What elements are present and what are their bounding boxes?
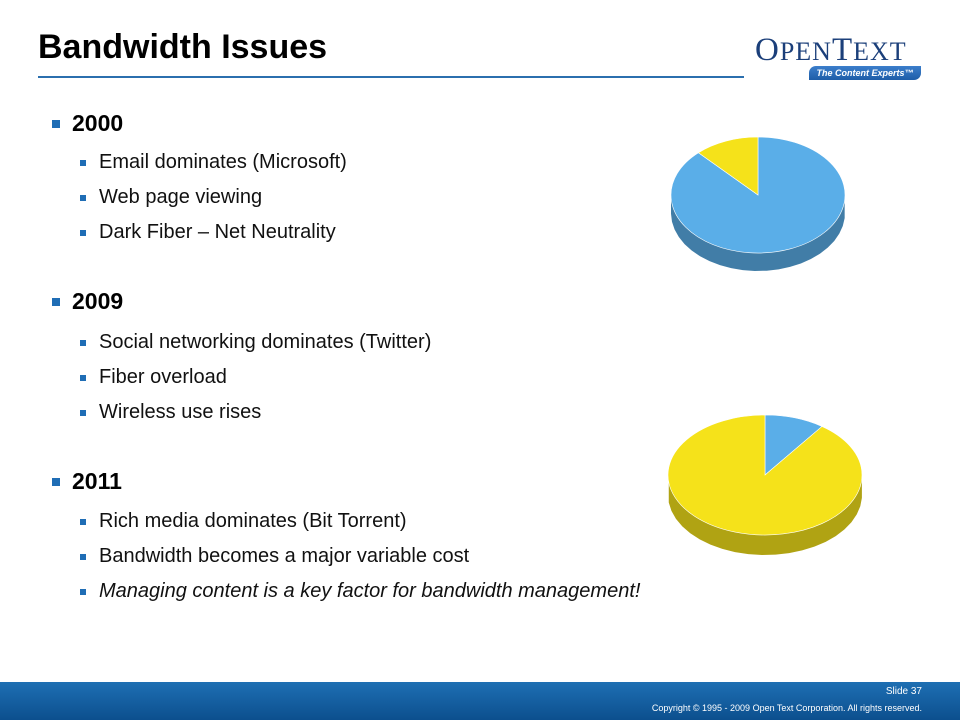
bullet-square-icon	[52, 477, 60, 486]
bullet-square-icon	[80, 553, 86, 560]
bullet-square-icon	[80, 518, 86, 525]
pie-slice-side	[668, 477, 862, 555]
bullet-square-icon	[52, 119, 60, 128]
bullet-square-icon	[80, 229, 86, 236]
footer-bar: Slide 37 Copyright © 1995 - 2009 Open Te…	[0, 682, 960, 720]
title-divider	[38, 76, 744, 78]
pie-chart-2011	[667, 414, 863, 555]
bullet-item: Fiber overload	[80, 366, 227, 389]
bullet-square-icon	[80, 588, 86, 595]
bullet-square-icon	[80, 374, 86, 381]
bullet-item: Rich media dominates (Bit Torrent)	[80, 510, 407, 533]
bullet-item: Email dominates (Microsoft)	[80, 151, 347, 174]
slide-number: Slide 37	[885, 686, 922, 697]
bullet-item: Web page viewing	[80, 186, 262, 209]
pie-slice	[697, 136, 759, 196]
opentext-logo: OPENTEXT The Content Experts™	[755, 32, 925, 82]
bullet-square-icon	[80, 339, 86, 346]
copyright-text: Copyright © 1995 - 2009 Open Text Corpor…	[651, 703, 922, 713]
bullet-text: Wireless use rises	[99, 401, 262, 423]
bullet-text: Dark Fiber – Net Neutrality	[99, 221, 336, 243]
pie-chart-2000	[670, 136, 846, 271]
bullet-year-2011: 2011	[52, 468, 122, 495]
bullet-text: Web page viewing	[99, 186, 263, 208]
bullet-item: Managing content is a key factor for ban…	[80, 580, 640, 603]
pie-slice	[667, 414, 863, 536]
slide-title: Bandwidth Issues	[38, 28, 328, 66]
logo-wordmark: OPENTEXT	[755, 32, 907, 68]
year-label: 2011	[72, 468, 122, 494]
bullet-text: Fiber overload	[99, 366, 227, 388]
bullet-text: Email dominates (Microsoft)	[99, 151, 347, 173]
logo-tagline: The Content Experts™	[809, 66, 921, 80]
bullet-item: Social networking dominates (Twitter)	[80, 331, 431, 354]
pie-slice-side	[671, 195, 845, 271]
bullet-year-2000: 2000	[52, 110, 123, 137]
year-label: 2009	[72, 288, 124, 314]
bullet-square-icon	[80, 159, 86, 166]
year-label: 2000	[72, 110, 124, 136]
bullet-text: Rich media dominates (Bit Torrent)	[99, 510, 407, 532]
bullet-text: Bandwidth becomes a major variable cost	[99, 545, 470, 567]
bullet-text: Social networking dominates (Twitter)	[99, 331, 432, 353]
bullet-year-2009: 2009	[52, 288, 123, 315]
bullet-square-icon	[52, 297, 60, 306]
bullet-item: Wireless use rises	[80, 401, 261, 424]
bullet-item: Bandwidth becomes a major variable cost	[80, 545, 469, 568]
bullet-item: Dark Fiber – Net Neutrality	[80, 221, 336, 244]
bullet-text: Managing content is a key factor for ban…	[99, 580, 641, 602]
bullet-square-icon	[80, 409, 86, 416]
bullet-square-icon	[80, 194, 86, 201]
